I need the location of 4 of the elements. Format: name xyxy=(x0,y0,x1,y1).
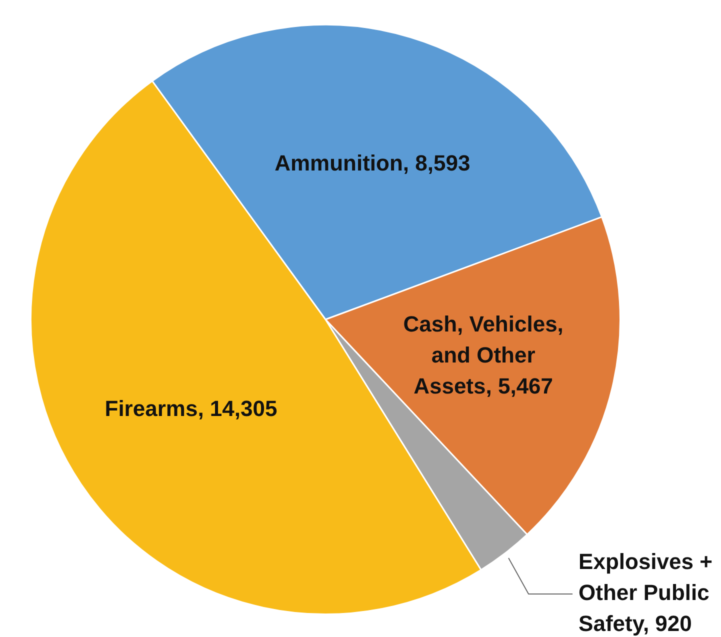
slice-label: Cash, Vehicles, and Other Assets, 5,467 xyxy=(403,312,564,399)
slice-label: Explosives + Other Public Safety, 920 xyxy=(578,549,712,636)
slice-label: Firearms, 14,305 xyxy=(104,396,278,422)
slice-label: Ammunition, 8,593 xyxy=(274,150,470,176)
